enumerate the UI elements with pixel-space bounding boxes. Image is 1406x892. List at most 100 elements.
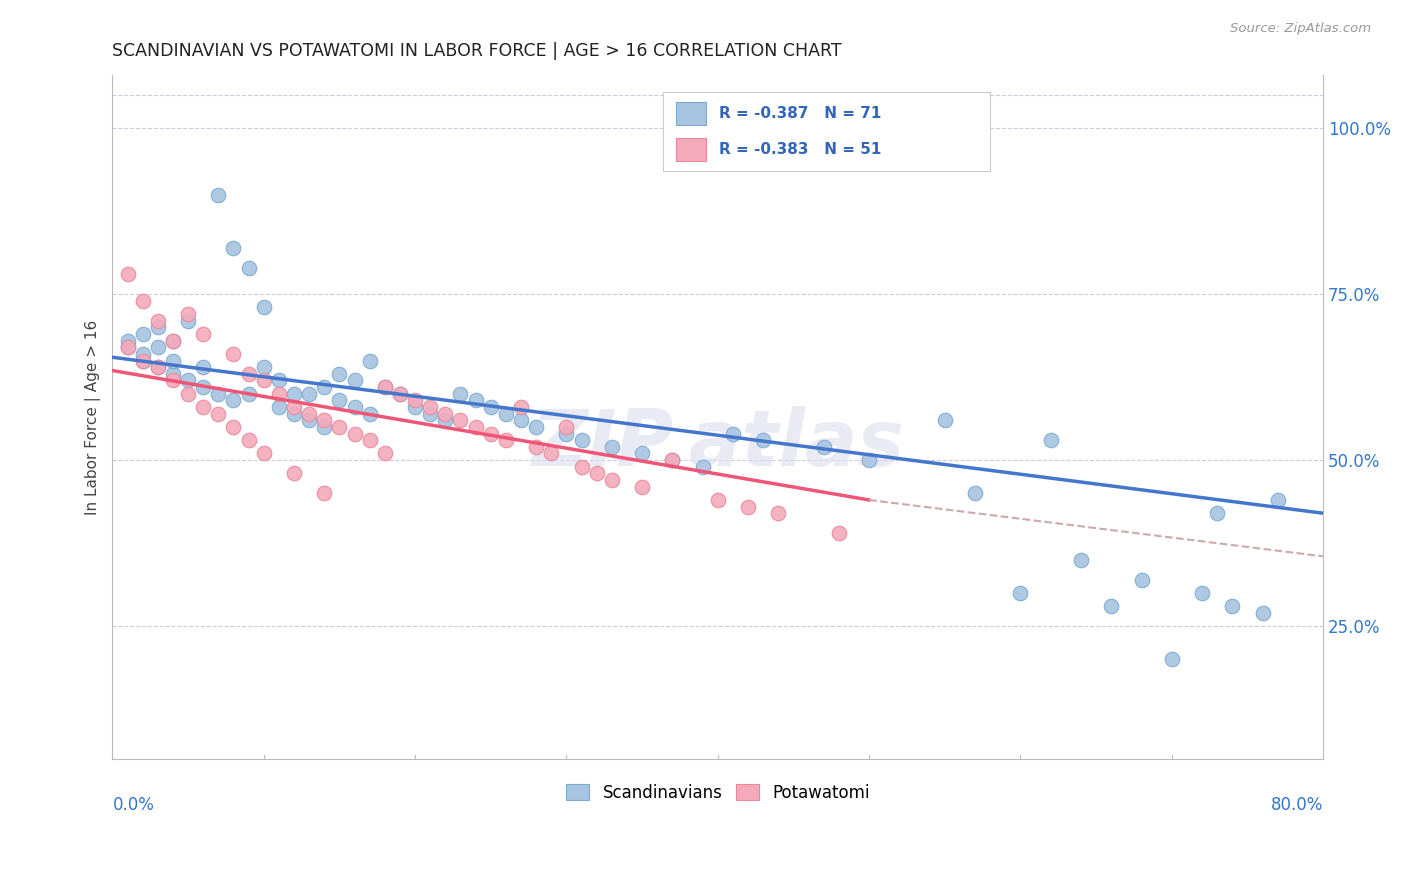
Point <box>434 407 457 421</box>
Point <box>238 434 260 448</box>
Point <box>661 453 683 467</box>
Point <box>1130 573 1153 587</box>
Point <box>162 353 184 368</box>
Point <box>267 400 290 414</box>
Point <box>343 374 366 388</box>
Point <box>131 347 153 361</box>
Point <box>510 400 533 414</box>
Point <box>298 413 321 427</box>
Point <box>464 393 486 408</box>
Point <box>752 434 775 448</box>
Point <box>177 307 200 321</box>
Point <box>238 260 260 275</box>
Point <box>1191 586 1213 600</box>
Text: 80.0%: 80.0% <box>1271 797 1323 814</box>
Text: 0.0%: 0.0% <box>112 797 155 814</box>
Point <box>737 500 759 514</box>
Point <box>359 353 381 368</box>
Point <box>479 426 502 441</box>
Point <box>934 413 956 427</box>
Point <box>555 426 578 441</box>
Point <box>253 374 276 388</box>
Point <box>193 380 215 394</box>
Point <box>631 446 654 460</box>
Point <box>253 301 276 315</box>
Point <box>434 413 457 427</box>
Point <box>267 386 290 401</box>
Point <box>404 400 426 414</box>
Point <box>253 446 276 460</box>
Point <box>298 386 321 401</box>
Point <box>222 420 245 434</box>
Point <box>555 420 578 434</box>
Point <box>1160 652 1182 666</box>
Point <box>1206 506 1229 520</box>
Point <box>524 440 547 454</box>
Point <box>524 420 547 434</box>
Point <box>464 420 486 434</box>
Point <box>388 386 411 401</box>
Point <box>238 367 260 381</box>
Point <box>314 380 336 394</box>
Point <box>267 374 290 388</box>
Point <box>283 386 305 401</box>
Point <box>1010 586 1032 600</box>
Point <box>343 400 366 414</box>
Point <box>162 334 184 348</box>
Point <box>193 400 215 414</box>
Point <box>828 526 851 541</box>
Text: Source: ZipAtlas.com: Source: ZipAtlas.com <box>1230 22 1371 36</box>
Point <box>631 480 654 494</box>
Point <box>540 446 562 460</box>
Point <box>374 446 396 460</box>
Point <box>1099 599 1122 614</box>
Point <box>207 187 229 202</box>
Point <box>131 353 153 368</box>
Legend: Scandinavians, Potawatomi: Scandinavians, Potawatomi <box>560 777 876 808</box>
Point <box>314 420 336 434</box>
Point <box>571 434 593 448</box>
Point <box>1220 599 1243 614</box>
Point <box>328 393 350 408</box>
Point <box>177 386 200 401</box>
Point <box>222 393 245 408</box>
Point <box>193 360 215 375</box>
Point <box>404 393 426 408</box>
Point <box>600 473 623 487</box>
Text: SCANDINAVIAN VS POTAWATOMI IN LABOR FORCE | AGE > 16 CORRELATION CHART: SCANDINAVIAN VS POTAWATOMI IN LABOR FORC… <box>112 42 842 60</box>
Point <box>117 340 139 354</box>
Point <box>963 486 986 500</box>
Point <box>661 453 683 467</box>
Point <box>495 407 517 421</box>
Point <box>328 420 350 434</box>
Point <box>283 467 305 481</box>
Point <box>177 374 200 388</box>
Point <box>388 386 411 401</box>
Point <box>858 453 880 467</box>
Point <box>283 407 305 421</box>
Point <box>283 400 305 414</box>
Y-axis label: In Labor Force | Age > 16: In Labor Force | Age > 16 <box>86 319 101 515</box>
Point <box>146 320 169 334</box>
Text: ZIP atlas: ZIP atlas <box>531 407 904 483</box>
Point <box>1251 606 1274 620</box>
Point <box>571 459 593 474</box>
Point <box>314 413 336 427</box>
Point <box>600 440 623 454</box>
Point <box>450 386 472 401</box>
Point <box>510 413 533 427</box>
Point <box>359 434 381 448</box>
Point <box>146 360 169 375</box>
Point <box>343 426 366 441</box>
Point <box>146 360 169 375</box>
Point <box>207 407 229 421</box>
Point <box>314 486 336 500</box>
Point <box>131 326 153 341</box>
Point <box>146 314 169 328</box>
Point <box>117 340 139 354</box>
Point <box>1070 552 1092 566</box>
Point <box>707 492 730 507</box>
Point <box>692 459 714 474</box>
Point <box>585 467 607 481</box>
Point <box>117 334 139 348</box>
